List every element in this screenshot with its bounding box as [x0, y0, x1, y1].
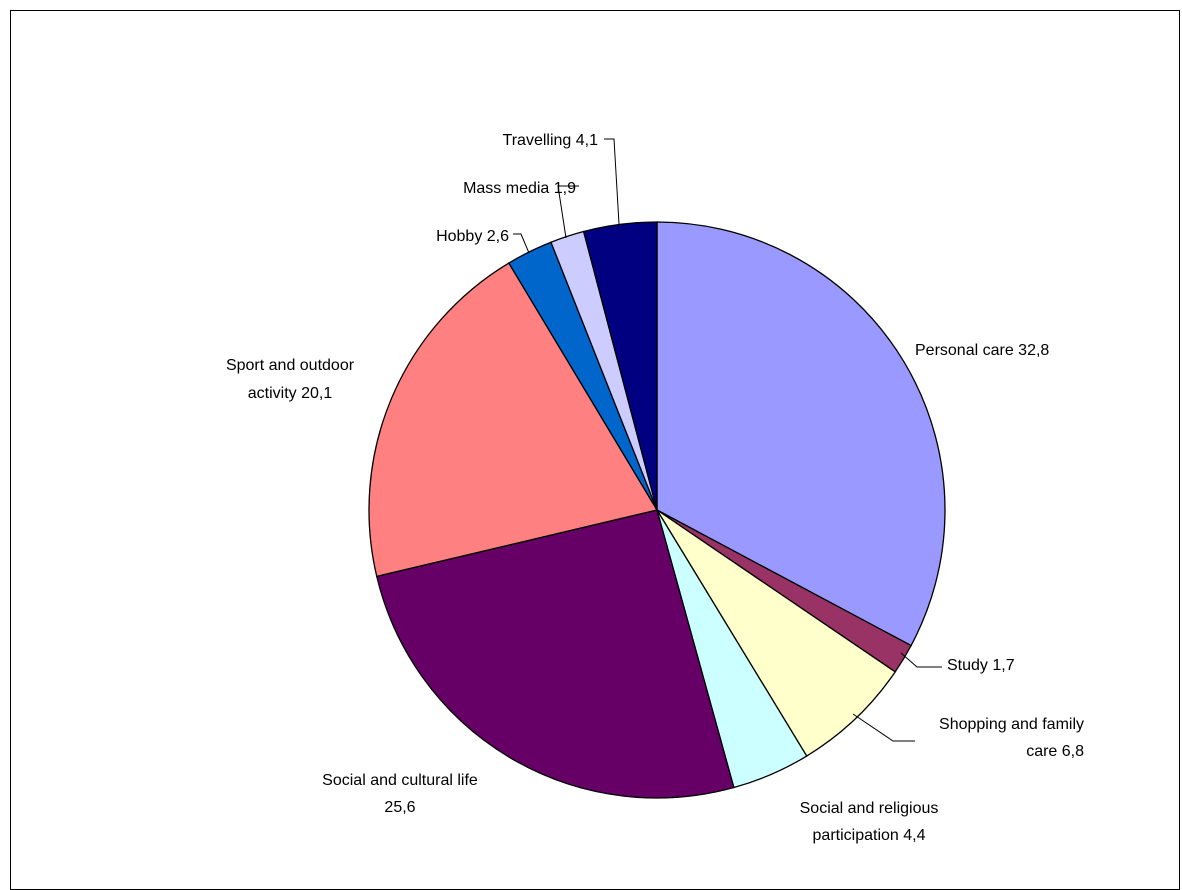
leader-line: [900, 652, 942, 668]
slice-label: Sport and outdoor activity 20,1: [226, 357, 355, 402]
leader-line: [513, 233, 530, 254]
pie-slice: [368, 262, 659, 578]
slice-label: Mass media 1,9: [463, 180, 576, 197]
pie-slice: [582, 221, 658, 511]
pie-slice: [375, 509, 735, 799]
slice-label: Hobby 2,6: [436, 228, 509, 245]
pie-slice: [656, 509, 897, 757]
slice-label: Social and religious participation 4,4: [800, 800, 939, 844]
slice-label: Personal care 32,8: [915, 342, 1049, 359]
pie-slice: [656, 221, 946, 647]
pie-chart: Personal care 32,8 Study 1,7 Shopping and …: [226, 132, 1084, 844]
slice-label: Shopping and family care 6,8: [939, 716, 1084, 760]
slice-label: Travelling 4,1: [503, 132, 599, 149]
leader-line: [557, 185, 579, 239]
slice-label: Study 1,7: [947, 657, 1015, 674]
slice-label: Social and cultural life 25,6: [322, 772, 478, 816]
leader-line: [604, 138, 620, 225]
leader-line: [852, 713, 915, 742]
